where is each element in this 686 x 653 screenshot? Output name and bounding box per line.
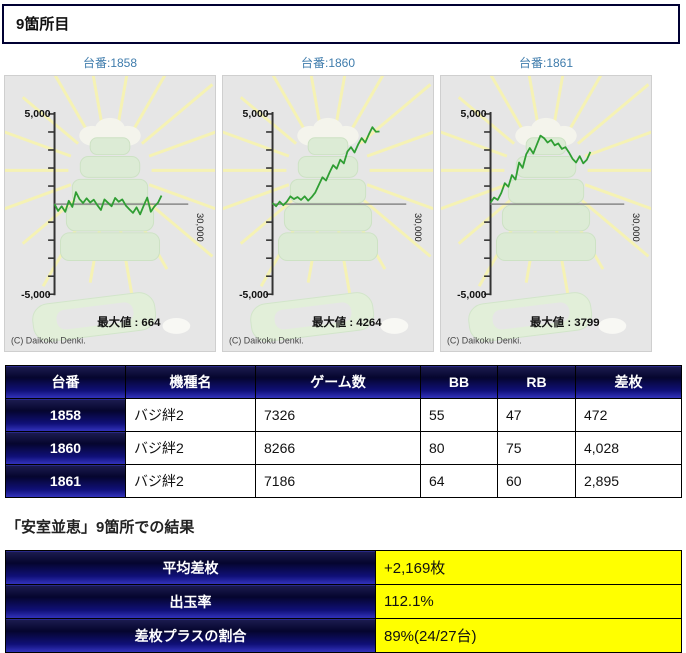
- x-end-label: 30,000: [631, 213, 642, 242]
- table-cell: バジ絆2: [125, 464, 256, 498]
- table-cell: 7186: [255, 464, 421, 498]
- summary-row: 出玉率 112.1%: [5, 584, 682, 619]
- watermark-coin: [380, 318, 409, 334]
- slump-graph-panel: 5,000 -5,000 30,000 最大値 : 664 (C) Daikok…: [4, 75, 216, 352]
- chart-column: 台番:1860: [222, 54, 434, 352]
- y-max-label: 5,000: [243, 109, 269, 120]
- y-min-label: -5,000: [457, 290, 487, 301]
- copyright-label: (C) Daikoku Denki.: [447, 336, 522, 346]
- table-cell: 75: [497, 431, 576, 465]
- page-title: 9箇所目: [2, 4, 680, 44]
- summary-row: 平均差枚 +2,169枚: [5, 550, 682, 585]
- watermark-pagoda: [468, 117, 627, 342]
- max-value-label: 最大値 : 4264: [312, 315, 382, 329]
- table-cell: バジ絆2: [125, 398, 256, 432]
- table-cell: 60: [497, 464, 576, 498]
- result-heading: 「安室並恵」9箇所での結果: [6, 519, 195, 536]
- y-min-label: -5,000: [21, 290, 51, 301]
- slump-graph-panel: 5,000 -5,000 30,000 最大値 : 3799 (C) Daiko…: [440, 75, 652, 352]
- watermark-platform: [32, 292, 157, 342]
- y-max-label: 5,000: [25, 109, 51, 120]
- watermark-coin: [598, 318, 627, 334]
- watermark-platform: [250, 292, 375, 342]
- watermark-pagoda: [250, 117, 409, 342]
- machine-number-label: 台番:1861: [518, 56, 574, 70]
- table-cell: 64: [420, 464, 498, 498]
- table-cell: 47: [497, 398, 576, 432]
- column-header: 機種名: [125, 365, 256, 399]
- payout-line: [489, 134, 592, 204]
- summary-value-cell: 89%(24/27台): [375, 618, 682, 653]
- x-end-label: 30,000: [413, 213, 424, 242]
- y-axis-ticks: [48, 113, 55, 296]
- max-value-label: 最大値 : 664: [97, 315, 161, 329]
- table-cell: 55: [420, 398, 498, 432]
- y-axis-ticks: [484, 113, 491, 296]
- summary-value-cell: +2,169枚: [375, 550, 682, 585]
- results-table-header-row: 台番 機種名 ゲーム数 BB RB 差枚: [5, 365, 682, 399]
- machine-number-label: 台番:1860: [300, 56, 356, 70]
- x-end-label: 30,000: [195, 213, 206, 242]
- chart-column: 台番:1858: [4, 54, 216, 352]
- table-cell: 2,895: [575, 464, 682, 498]
- table-cell: 7326: [255, 398, 421, 432]
- table-cell: 80: [420, 431, 498, 465]
- watermark-platform: [468, 292, 593, 342]
- summary-label-cell: 平均差枚: [5, 550, 376, 585]
- table-cell: 472: [575, 398, 682, 432]
- sunburst-rays: [441, 76, 651, 303]
- results-table: 台番 機種名 ゲーム数 BB RB 差枚 1858 バジ絆2 7326 55 47 472 1860 バ…: [5, 365, 682, 498]
- copyright-label: (C) Daikoku Denki.: [11, 336, 86, 346]
- chart-column: 台番:1861: [440, 54, 652, 352]
- table-cell: 4,028: [575, 431, 682, 465]
- machine-number-cell: 1860: [5, 431, 126, 465]
- summary-label-cell: 差枚プラスの割合: [5, 618, 376, 653]
- watermark-pagoda: [32, 117, 191, 342]
- charts-row: 台番:1858: [0, 54, 686, 352]
- payout-line: [53, 191, 163, 216]
- y-max-label: 5,000: [461, 109, 487, 120]
- column-header: 台番: [5, 365, 126, 399]
- column-header: BB: [420, 365, 498, 399]
- results-table-body: 1858 バジ絆2 7326 55 47 472 1860 バジ絆2 8266 80 75 4,028…: [5, 398, 682, 498]
- machine-number-label: 台番:1858: [82, 56, 138, 70]
- table-row: 1860 バジ絆2 8266 80 75 4,028: [5, 431, 682, 465]
- y-min-label: -5,000: [239, 290, 269, 301]
- payout-line: [271, 126, 380, 208]
- y-axis-ticks: [266, 113, 273, 296]
- column-header: RB: [497, 365, 576, 399]
- machine-number-cell: 1861: [5, 464, 126, 498]
- slump-graph-panel: 5,000 -5,000 30,000 最大値 : 4264 (C) Daiko…: [222, 75, 434, 352]
- summary-table: 平均差枚 +2,169枚 出玉率 112.1% 差枚プラスの割合 89%(24/27台): [5, 550, 682, 653]
- summary-table-body: 平均差枚 +2,169枚 出玉率 112.1% 差枚プラスの割合 89%(24/27台): [5, 550, 682, 653]
- table-row: 1861 バジ絆2 7186 64 60 2,895: [5, 464, 682, 498]
- column-header: ゲーム数: [255, 365, 421, 399]
- machine-number-cell: 1858: [5, 398, 126, 432]
- table-cell: 8266: [255, 431, 421, 465]
- summary-row: 差枚プラスの割合 89%(24/27台): [5, 618, 682, 653]
- max-value-label: 最大値 : 3799: [530, 315, 600, 329]
- watermark-coin: [162, 318, 191, 334]
- table-cell: バジ絆2: [125, 431, 256, 465]
- summary-label-cell: 出玉率: [5, 584, 376, 619]
- column-header: 差枚: [575, 365, 682, 399]
- copyright-label: (C) Daikoku Denki.: [229, 336, 304, 346]
- table-row: 1858 バジ絆2 7326 55 47 472: [5, 398, 682, 432]
- summary-value-cell: 112.1%: [375, 584, 682, 619]
